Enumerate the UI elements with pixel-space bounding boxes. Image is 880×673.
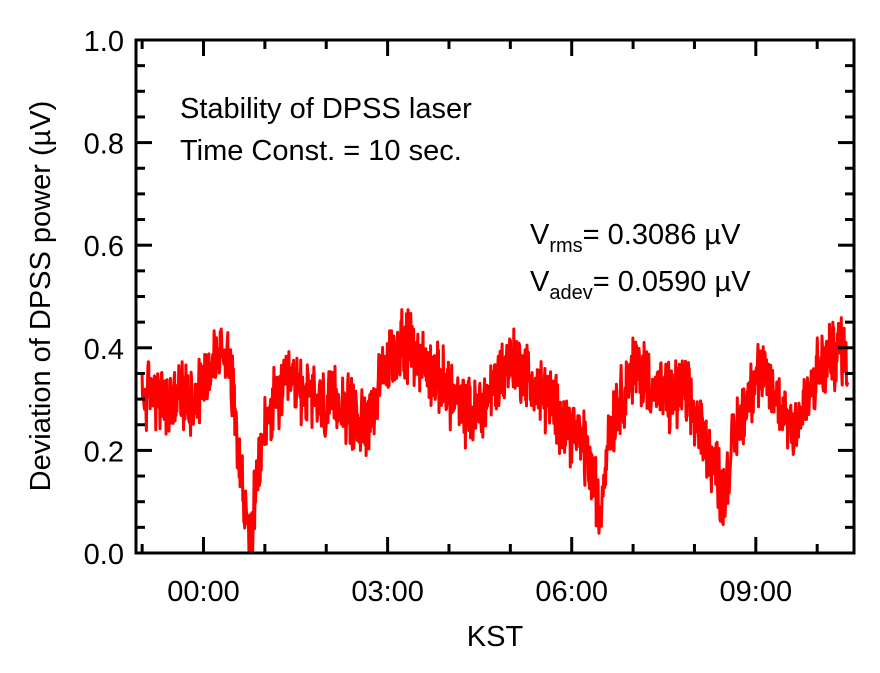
annotation-time-constant: Time Const. = 10 sec. [180, 135, 462, 167]
annotation-vadev: Vadev= 0.0590 µV [530, 266, 751, 304]
y-tick-label: 0.0 [84, 539, 124, 571]
tick-label-layer: 0.0 0.2 0.4 0.6 0.8 1.0 00:00 03:00 06:00 09:00 [84, 26, 792, 608]
y-tick-label: 0.2 [84, 436, 124, 468]
vadev-value: = 0.0590 µV [593, 266, 751, 298]
vrms-symbol: V [530, 219, 550, 251]
x-tick-label: 09:00 [720, 576, 793, 608]
x-tick-label: 00:00 [167, 576, 240, 608]
y-tick-label: 0.6 [84, 231, 124, 263]
trace-layer [140, 308, 850, 552]
x-tick-label: 03:00 [351, 576, 424, 608]
series-line [140, 308, 850, 552]
x-tick-label: 06:00 [535, 576, 608, 608]
y-tick-label: 0.8 [84, 129, 124, 161]
annotation-title: Stability of DPSS laser [180, 93, 472, 125]
annotation-vrms: Vrms= 0.3086 µV [530, 219, 741, 257]
vrms-subscript: rms [549, 235, 582, 257]
x-axis-label: KST [467, 621, 524, 653]
y-axis-label: Deviation of DPSS power (µV) [25, 101, 57, 492]
tick-layer [136, 38, 854, 555]
vadev-symbol: V [530, 266, 550, 298]
vrms-value: = 0.3086 µV [583, 219, 741, 251]
vadev-subscript: adev [549, 282, 592, 304]
y-tick-label: 0.4 [84, 334, 124, 366]
y-tick-label: 1.0 [84, 26, 124, 58]
